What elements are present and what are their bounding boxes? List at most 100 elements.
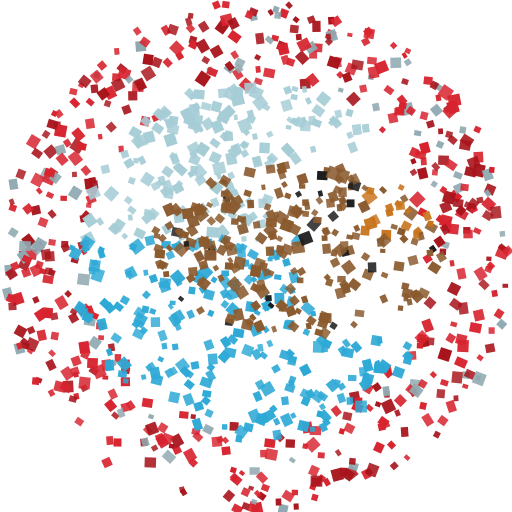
upper-left-cluster-square xyxy=(246,109,255,119)
upper-left-cluster-square xyxy=(280,98,293,112)
lower-left-cluster-square xyxy=(241,343,255,358)
center-right-cluster-square xyxy=(262,268,271,277)
upper-left-cluster-square xyxy=(200,101,212,111)
center-right-cluster-square xyxy=(316,170,328,181)
center-right-cluster-square xyxy=(159,260,169,270)
outer-ring-square xyxy=(405,105,416,116)
outer-ring-square xyxy=(275,498,282,506)
outer-ring-square xyxy=(102,375,109,380)
center-right-cluster-square xyxy=(427,220,434,227)
center-right-cluster-square xyxy=(315,196,324,205)
upper-left-cluster-square xyxy=(266,155,274,163)
outer-ring-square xyxy=(442,103,458,119)
center-right-cluster-square xyxy=(346,199,355,208)
outer-ring-square xyxy=(185,23,196,34)
upper-left-cluster-square xyxy=(201,116,215,131)
outer-ring-square xyxy=(285,57,296,67)
outer-ring-square xyxy=(342,411,353,421)
outer-ring-square xyxy=(350,59,364,71)
center-right-cluster-square xyxy=(410,237,419,246)
lower-left-cluster-square xyxy=(262,408,277,422)
outer-ring-square xyxy=(21,267,32,278)
outer-ring-square xyxy=(478,278,490,291)
outer-ring-square xyxy=(429,371,438,379)
lower-left-cluster-square xyxy=(90,267,106,283)
outer-ring-square xyxy=(101,456,113,469)
outer-ring-square xyxy=(178,410,189,419)
outer-ring-square xyxy=(206,66,219,78)
outer-ring-square xyxy=(48,349,56,358)
outer-ring-square xyxy=(125,400,136,411)
upper-left-cluster-square xyxy=(209,137,221,149)
lower-left-cluster-square xyxy=(290,412,297,419)
lower-left-cluster-square xyxy=(232,328,245,339)
outer-ring-square xyxy=(190,413,197,420)
lower-left-cluster-square xyxy=(282,257,291,267)
outer-ring-square xyxy=(160,24,172,36)
lower-left-cluster-square xyxy=(237,247,246,258)
center-right-cluster-square xyxy=(278,304,287,312)
lower-left-cluster-square xyxy=(247,408,262,424)
center-right-cluster-square xyxy=(393,261,405,272)
center-right-cluster-square xyxy=(288,295,300,307)
upper-left-cluster-square xyxy=(156,105,173,122)
upper-left-cluster-square xyxy=(121,232,129,240)
outer-ring-square xyxy=(262,67,276,79)
center-right-cluster-square xyxy=(202,240,211,250)
outer-ring-square xyxy=(47,388,56,397)
outer-ring-square xyxy=(244,10,254,20)
outer-ring-square xyxy=(141,397,154,408)
upper-left-cluster-square xyxy=(208,151,222,165)
outer-ring-square xyxy=(413,130,422,137)
center-right-cluster-square xyxy=(253,284,262,291)
lower-left-cluster-square xyxy=(402,354,413,366)
outer-ring-square xyxy=(448,297,463,311)
lower-left-cluster-square xyxy=(202,389,212,398)
outer-ring-square xyxy=(439,214,453,228)
upper-left-cluster-square xyxy=(191,121,204,134)
center-right-cluster-square xyxy=(297,230,314,246)
outer-ring-square xyxy=(468,322,483,334)
outer-ring-square xyxy=(194,70,212,88)
lower-left-cluster-square xyxy=(145,363,153,372)
center-right-cluster-square xyxy=(360,252,371,262)
outer-ring-square xyxy=(25,133,42,150)
lower-left-cluster-square xyxy=(347,374,357,382)
lower-left-cluster-square xyxy=(169,366,179,376)
lower-left-cluster-square xyxy=(358,378,372,392)
center-right-cluster-square xyxy=(265,295,272,302)
outer-ring-square xyxy=(264,448,279,461)
lower-left-cluster-square xyxy=(171,343,179,351)
center-right-cluster-square xyxy=(313,216,322,224)
upper-left-cluster-square xyxy=(217,88,229,99)
center-right-cluster-square xyxy=(206,216,217,226)
outer-ring-square xyxy=(310,493,319,502)
outer-ring-square xyxy=(59,381,73,394)
lower-left-cluster-square xyxy=(73,300,87,314)
upper-left-cluster-square xyxy=(210,100,223,113)
center-right-cluster-square xyxy=(186,215,200,229)
lower-left-cluster-square xyxy=(191,417,204,432)
outer-ring-square xyxy=(386,440,397,450)
outer-ring-square xyxy=(499,230,506,237)
lower-left-cluster-square xyxy=(346,397,354,405)
center-right-cluster-square xyxy=(428,244,437,254)
outer-ring-square xyxy=(30,204,42,216)
lower-left-cluster-square xyxy=(257,343,264,352)
outer-ring-square xyxy=(278,8,290,19)
outer-ring-square xyxy=(446,281,462,296)
outer-ring-square xyxy=(224,60,235,72)
outer-ring-square xyxy=(459,126,467,134)
outer-ring-square xyxy=(21,254,33,265)
outer-ring-square xyxy=(325,33,332,40)
outer-ring-square xyxy=(35,187,43,195)
center-right-cluster-square xyxy=(322,243,332,254)
center-right-cluster-square xyxy=(340,259,357,275)
outer-ring-square xyxy=(304,436,321,453)
outer-ring-square xyxy=(215,435,225,444)
lower-left-cluster-square xyxy=(322,417,331,427)
lower-left-cluster-square xyxy=(279,412,294,428)
center-right-cluster-square xyxy=(181,207,195,220)
lower-left-cluster-square xyxy=(300,396,311,407)
outer-ring-square xyxy=(403,454,411,461)
